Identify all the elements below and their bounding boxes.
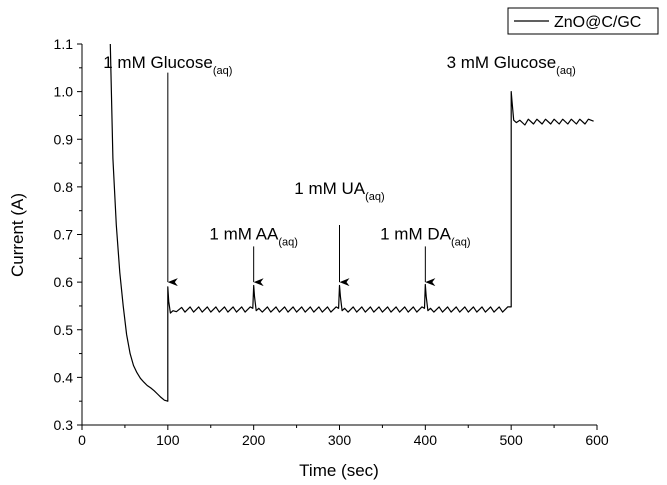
annotation-label: 1 mM DA(aq) bbox=[380, 224, 470, 248]
legend-label: ZnO@C/GC bbox=[554, 14, 641, 31]
y-tick-label: 0.5 bbox=[54, 322, 74, 338]
y-tick-label: 0.8 bbox=[54, 179, 74, 195]
x-tick-label: 300 bbox=[328, 432, 352, 448]
legend: ZnO@C/GC bbox=[507, 7, 659, 35]
y-tick-label: 1.0 bbox=[54, 84, 74, 100]
annotation-main-text: 1 mM UA bbox=[294, 179, 366, 198]
annotation-main-text: 1 mM AA bbox=[209, 224, 279, 243]
y-tick-label: 0.9 bbox=[54, 131, 74, 147]
annotation-main-text: 3 mM Glucose bbox=[447, 53, 557, 72]
y-tick-label: 0.3 bbox=[54, 417, 74, 433]
annotations-layer: 1 mM Glucose(aq)1 mM AA(aq)1 mM UA(aq)1 … bbox=[103, 53, 576, 287]
x-tick-label: 0 bbox=[78, 432, 86, 448]
annotation-main-text: 1 mM Glucose bbox=[103, 53, 213, 72]
annotation-subscript: (aq) bbox=[213, 65, 233, 77]
annotation-label: 1 mM AA(aq) bbox=[209, 224, 298, 248]
annotation-label: 1 mM Glucose(aq) bbox=[103, 53, 232, 77]
y-tick-label: 0.4 bbox=[54, 369, 74, 385]
x-tick-label: 600 bbox=[585, 432, 609, 448]
x-tick-label: 100 bbox=[156, 432, 180, 448]
x-tick-label: 500 bbox=[499, 432, 523, 448]
y-tick-label: 1.1 bbox=[54, 36, 74, 52]
annotation-subscript: (aq) bbox=[451, 236, 471, 248]
y-tick-label: 0.6 bbox=[54, 274, 74, 290]
series-line bbox=[109, 43, 594, 402]
annotation-subscript: (aq) bbox=[278, 236, 298, 248]
x-tick-label: 200 bbox=[242, 432, 266, 448]
x-tick-label: 400 bbox=[414, 432, 438, 448]
annotation-main-text: 1 mM DA bbox=[380, 224, 452, 243]
y-axis-label: Current (A) bbox=[8, 193, 27, 277]
x-axis-label: Time (sec) bbox=[299, 461, 379, 480]
y-tick-label: 0.7 bbox=[54, 227, 74, 243]
annotation-subscript: (aq) bbox=[365, 191, 385, 203]
annotation-label: 1 mM UA(aq) bbox=[294, 179, 384, 203]
annotation-subscript: (aq) bbox=[556, 65, 576, 77]
annotation-label: 3 mM Glucose(aq) bbox=[447, 53, 576, 77]
series-layer bbox=[109, 43, 594, 402]
axes: 0 100 200 300 400 500 600 0.3 0.4 0.5 0.6 0.7 0.8 0.9… bbox=[54, 36, 609, 448]
